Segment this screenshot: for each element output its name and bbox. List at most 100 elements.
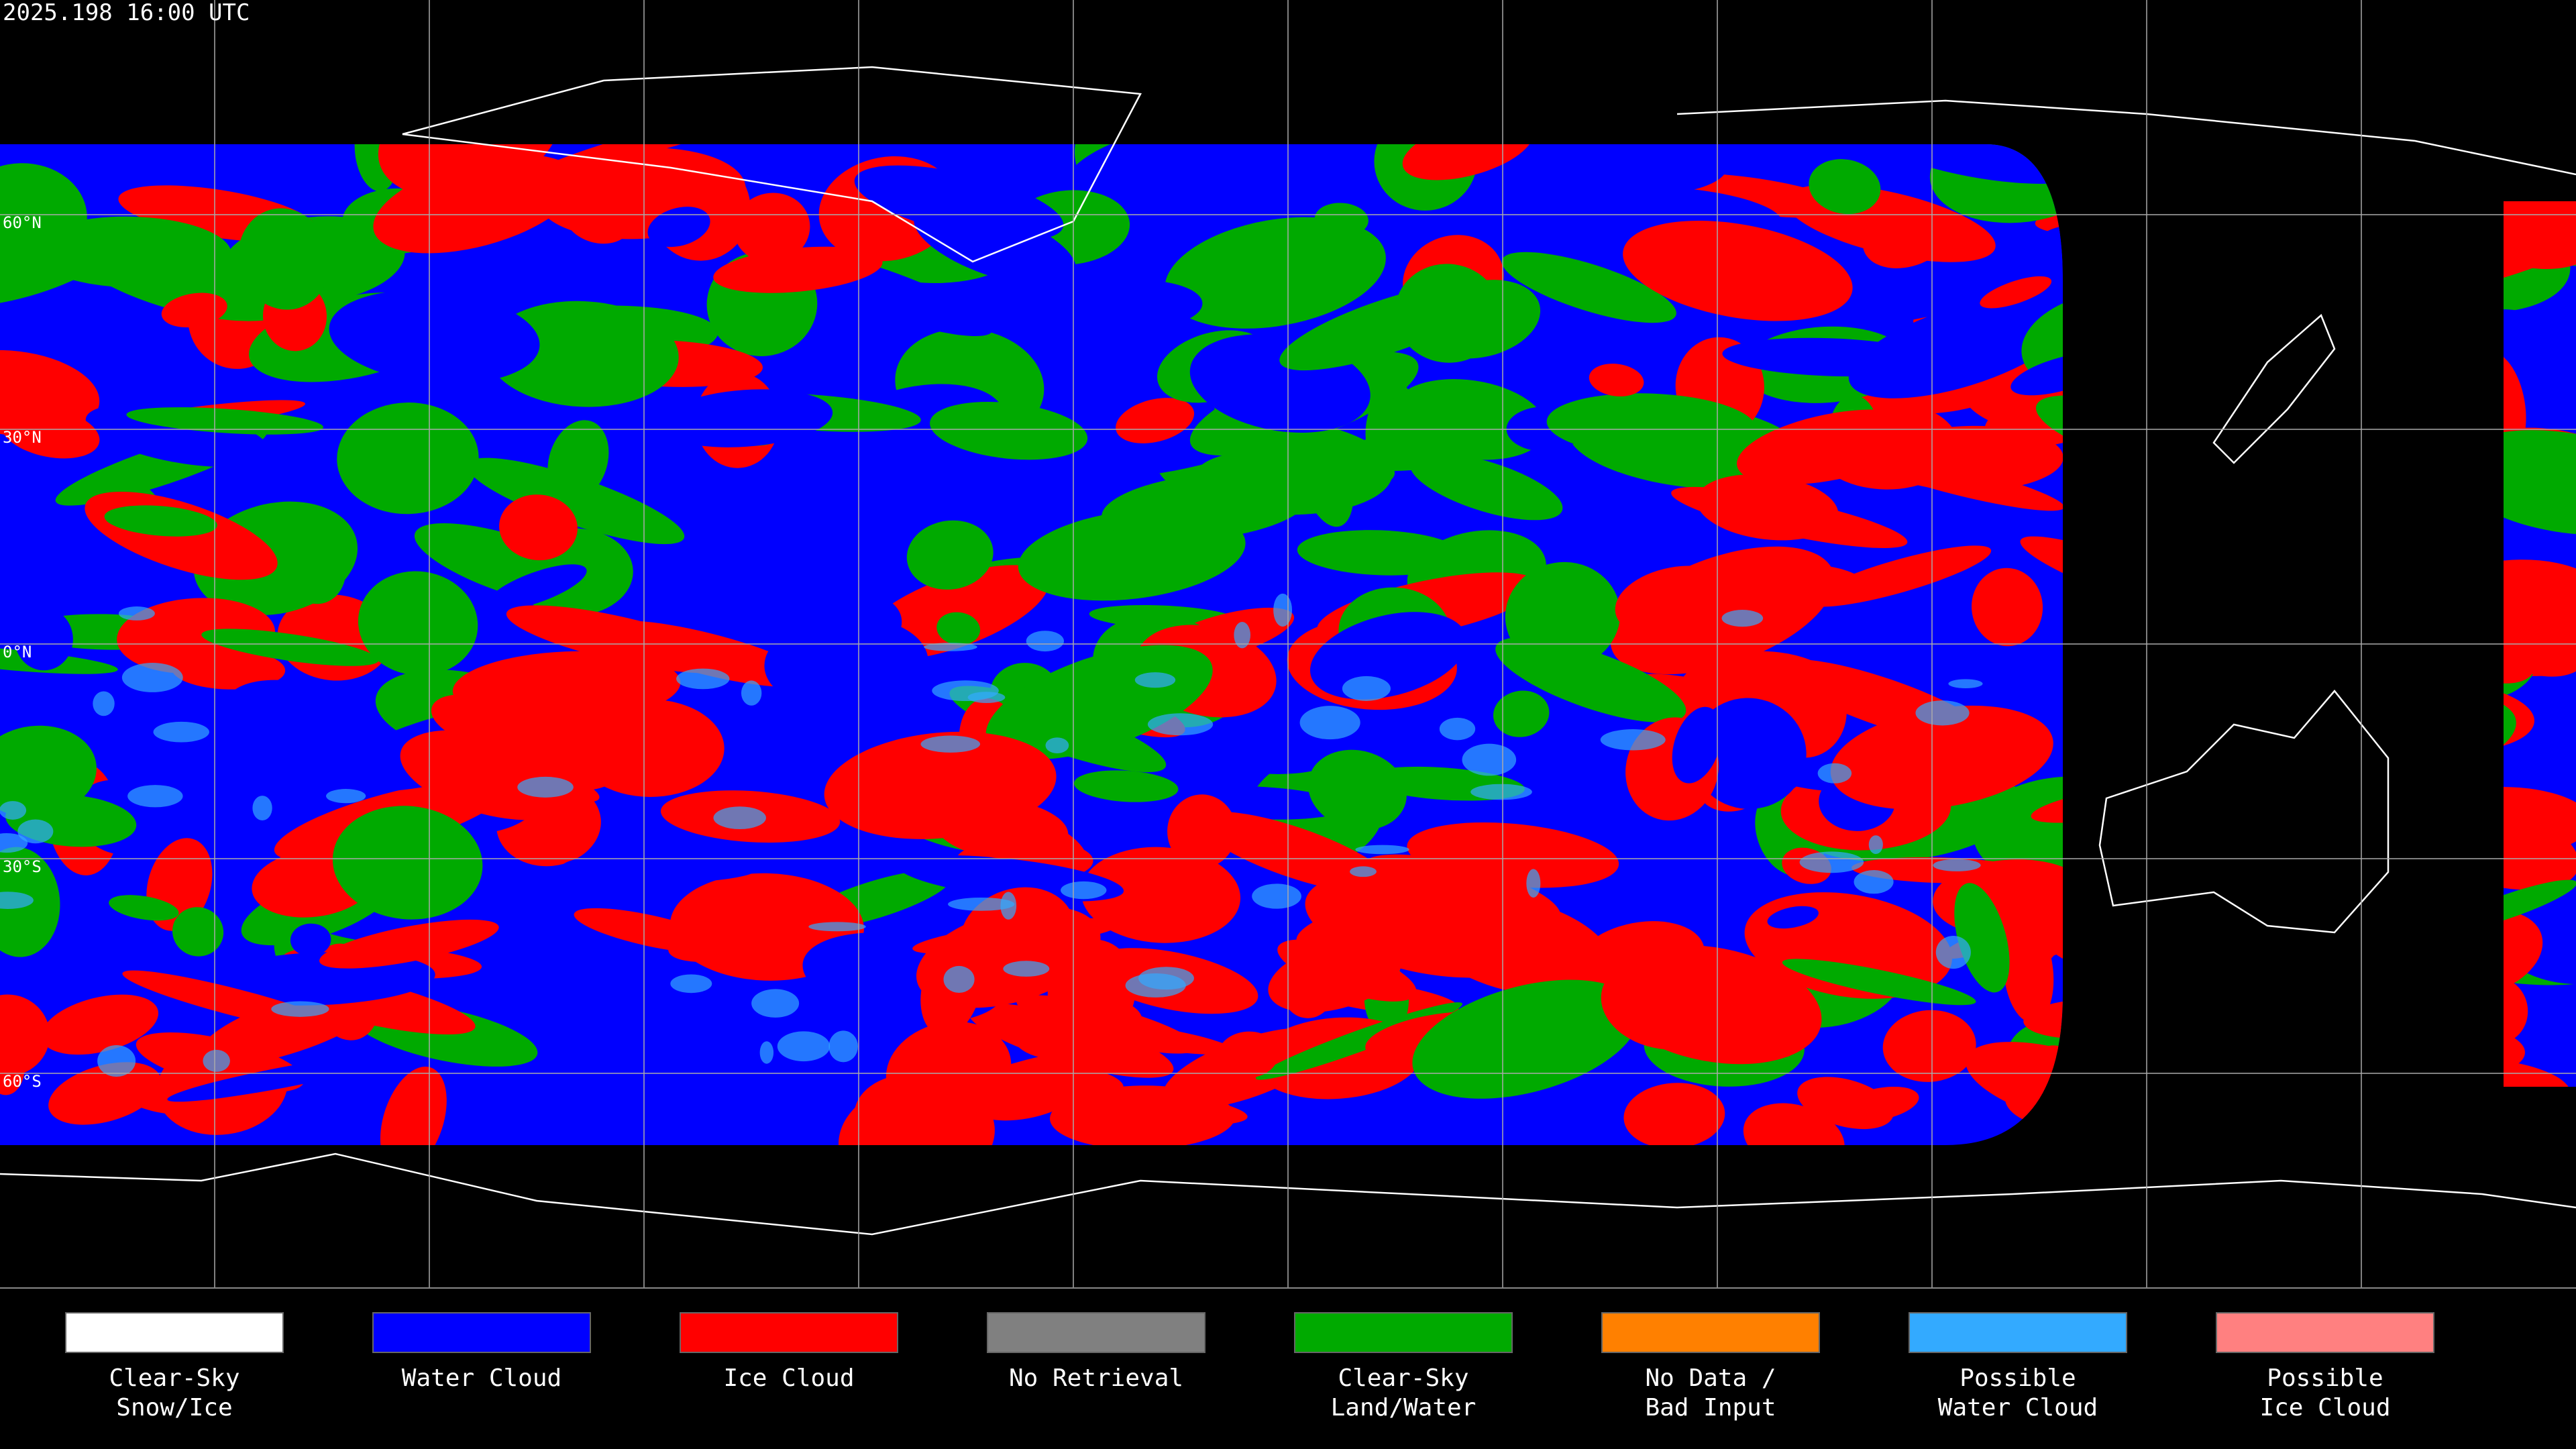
cloud-patch [1102,472,1309,541]
cloud-patch [1081,847,1241,943]
cloud-patch [172,907,224,957]
cloud-patch [924,643,977,651]
cloud-patch [499,494,578,561]
cloud-patch [111,1081,186,1114]
cloud-patch [1125,973,1186,998]
cloud-patch [486,301,679,407]
cloud-patch [547,420,609,502]
cloud-patch [1881,425,2063,491]
cloud-patch [759,1041,774,1064]
cloud-patch [1601,955,1731,1050]
cloud-patch [1297,530,1464,576]
cloud-patch [0,892,34,909]
cloud-patch [1147,713,1214,736]
cloud-patch [670,974,712,994]
cloud-patch [1722,337,1938,377]
cloud-patch [0,645,118,674]
cloud-patch [1307,749,1407,830]
legend-label: No Data / [1645,1364,1776,1392]
cloud-patch [109,895,179,921]
cloud-patch [1439,717,1476,741]
cloud-patch [201,629,379,666]
cloud-patch [1,407,100,459]
legend-swatch [1294,1312,1513,1353]
cloud-patch [1589,144,1728,194]
legend-swatch [2216,1312,2434,1353]
cloud-patch [828,1030,858,1063]
cloud-patch [378,144,560,198]
cloud-patch [948,897,1015,911]
cloud-patch [97,1044,136,1077]
cloud-patch [1165,217,1386,329]
cloud-patch [1721,610,1764,627]
cloud-patch [380,1067,447,1145]
cloud-patch [1915,700,1970,726]
cloud-patch [1615,566,1737,638]
cloud-patch [2003,922,2054,1023]
cloud-patch [1298,425,1354,527]
legend-label: Bad Input [1645,1394,1776,1421]
cloud-patch [1868,835,1883,855]
cloud-patch [1355,845,1409,855]
cloud-patch [1672,706,1722,784]
cloud-patch [1782,959,1976,1006]
cloud-patch [167,1053,399,1102]
cloud-patch [733,193,810,263]
cloud-patch [1954,883,2010,993]
cloud-patch [104,505,217,537]
cloud-patch [2449,430,2576,535]
cloud-patch [1342,676,1391,701]
cloud-patch [1882,1010,1976,1082]
cloud-patch [238,208,330,310]
cloud-patch [575,699,724,797]
cloud-patch [117,598,276,674]
cloud-patch [17,819,54,844]
cloud-patch [1757,969,1801,1057]
cloud-patch [487,564,587,610]
cloud-patch [1412,979,1640,1099]
cloud-patch [431,694,525,747]
cloud-patch [1299,706,1360,740]
legend-label: Clear-Sky [109,1364,239,1392]
cloud-patch [1501,252,1676,323]
latitude-label: 60°N [3,213,42,232]
cloud-patch [1197,811,1392,894]
cloud-patch [122,970,349,1034]
cloud-patch [1495,637,1686,722]
cloud-patch [1600,729,1666,751]
graticule [0,0,2576,1288]
cloud-patch [1116,398,1195,443]
cloud-patch [1809,159,1881,215]
coastline [2098,690,2390,934]
cloud-patch [271,1001,329,1017]
legend-label: Clear-Sky [1338,1364,1468,1392]
cloud-patch [1003,961,1050,977]
cloud-patch [1526,869,1541,898]
cloud-patch [1623,1083,1725,1145]
legend-swatch [372,1312,591,1353]
cloud-patch [1851,857,2031,883]
cloud-patch [713,246,883,293]
legend-label: Snow/Ice [116,1394,232,1421]
cloud-patch [906,520,994,590]
cloud-patch [930,401,1088,460]
cloud-patch [751,989,800,1018]
legend-label: Water Cloud [402,1364,561,1392]
timestamp: 2025.198 16:00 UTC [3,0,250,26]
cloud-patch [319,919,499,969]
cloud-patch [1277,939,1417,1002]
cloud-patch [1493,690,1550,737]
cloud-patch [1743,1103,1845,1145]
cloud-patch [777,1031,830,1062]
cloud-patch [1273,593,1293,627]
cloud-patch [121,663,183,692]
cloud-patch [1350,866,1377,877]
cloud-patch [0,801,27,820]
legend-label: Ice Cloud [723,1364,854,1392]
legend-swatch [65,1312,284,1353]
legend-label: Possible [2267,1364,2383,1392]
latitude-label: 60°S [3,1072,42,1091]
legend-label: Water Cloud [1938,1394,2098,1421]
legend-swatch [1909,1312,2127,1353]
